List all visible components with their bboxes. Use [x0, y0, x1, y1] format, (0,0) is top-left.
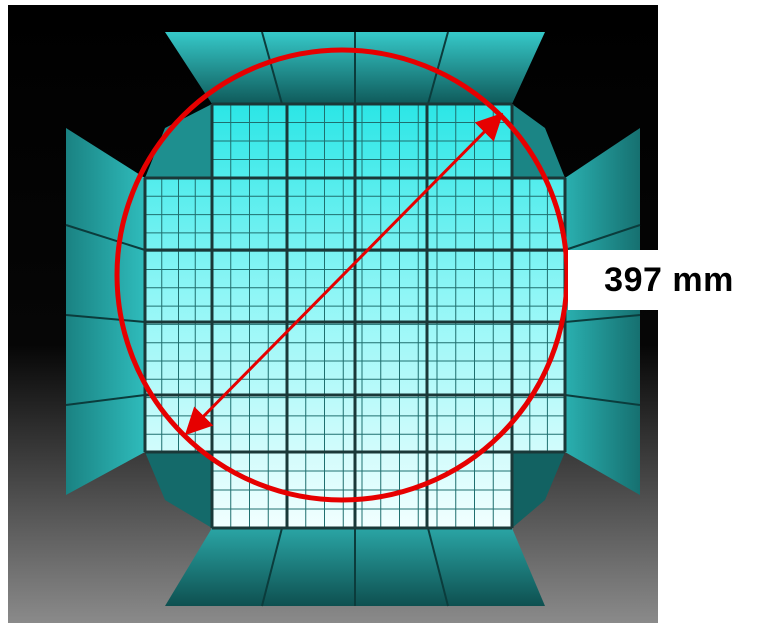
- dimension-label: 397 mm: [568, 250, 770, 310]
- corner-bottom-left: [145, 452, 212, 528]
- corner-bottom-right: [512, 452, 565, 528]
- corner-top-right: [512, 104, 565, 178]
- side-walls: [66, 32, 640, 606]
- left-wall: [66, 128, 145, 495]
- diameter-arrow: [184, 112, 504, 436]
- wall-segment-lines: [65, 31, 641, 607]
- right-wall: [565, 128, 640, 495]
- diameter-circle: [114, 47, 570, 503]
